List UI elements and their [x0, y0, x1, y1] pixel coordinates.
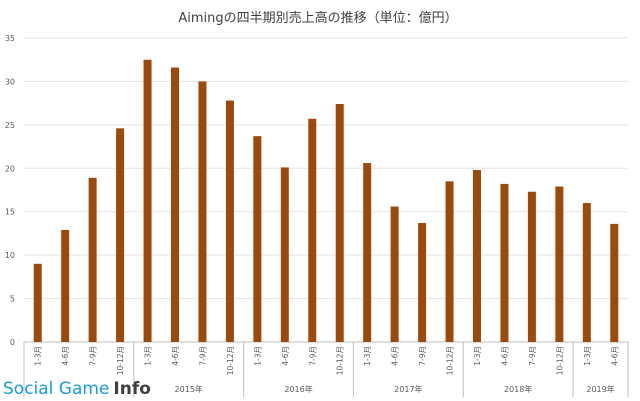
- year-group-label: 2016年: [284, 384, 312, 394]
- x-tick-label: 7-9月: [418, 346, 427, 366]
- x-tick-label: 1-3月: [363, 346, 372, 366]
- chart-title: Aimingの四半期別売上高の推移（単位：億円）: [178, 10, 457, 26]
- y-tick-label: 10: [5, 251, 15, 260]
- x-tick-label: 7-9月: [198, 346, 207, 366]
- x-tick-label: 4-6月: [61, 346, 70, 366]
- x-tick-label: 4-6月: [391, 346, 400, 366]
- x-tick-label: 1-3月: [583, 346, 592, 366]
- x-tick-label: 4-6月: [171, 346, 180, 366]
- x-tick-label: 1-3月: [34, 346, 43, 366]
- x-tick-label: 7-9月: [89, 346, 98, 366]
- bar: [253, 136, 262, 342]
- bar: [500, 183, 509, 342]
- bar: [610, 223, 619, 342]
- bar: [88, 177, 97, 342]
- x-tick-label: 7-9月: [528, 346, 537, 366]
- y-tick-label: 15: [5, 208, 15, 217]
- y-tick-label: 25: [5, 121, 15, 130]
- bar: [198, 81, 207, 342]
- bar: [555, 186, 564, 342]
- y-axis: 0 5 10 15 20 25 30 35: [5, 34, 15, 347]
- bar: [527, 191, 536, 342]
- bar: [418, 223, 427, 342]
- bar: [308, 118, 317, 342]
- bar: [116, 128, 125, 342]
- x-tick-label: 4-6月: [610, 346, 619, 366]
- y-tick-label: 30: [5, 77, 15, 86]
- bar: [363, 163, 372, 342]
- y-tick-label: 0: [10, 338, 15, 347]
- x-tick-label: 1-3月: [473, 346, 482, 366]
- x-tick-label: 1-3月: [144, 346, 153, 366]
- x-tick-label: 10-12月: [116, 346, 125, 375]
- bar: [143, 59, 152, 342]
- x-tick-label: 1-3月: [253, 346, 262, 366]
- x-tick-label: 10-12月: [555, 346, 564, 375]
- x-tick-label: 10-12月: [226, 346, 235, 375]
- year-group-label: 2017年: [394, 384, 422, 394]
- x-axis: 1-3月 4-6月 7-9月 10-12月 1-3月 4-6月 7-9月 10-12月 1-3月…: [23, 342, 629, 397]
- y-tick-label: 5: [10, 295, 15, 304]
- watermark-social-game: Social Game: [3, 379, 109, 399]
- gridlines: [24, 37, 628, 343]
- y-tick-label: 20: [5, 164, 15, 173]
- watermark-info: Info: [113, 379, 151, 399]
- x-tick-label: 7-9月: [308, 346, 317, 366]
- x-tick-label: 4-6月: [281, 346, 290, 366]
- bar: [225, 100, 234, 342]
- bar: [33, 263, 42, 342]
- bar: [280, 167, 289, 342]
- year-group-label: 2018年: [504, 384, 532, 394]
- bar: [61, 229, 70, 342]
- year-group-label: 2019年: [586, 384, 614, 394]
- y-tick-label: 35: [5, 34, 15, 43]
- bar: [390, 206, 399, 342]
- bar: [335, 104, 344, 342]
- bar: [582, 203, 591, 342]
- bar: [171, 67, 179, 342]
- bars: [33, 59, 619, 342]
- x-tick-label: 10-12月: [336, 346, 345, 375]
- x-tick-label: 10-12月: [446, 346, 455, 375]
- watermark-logo: Social Game Info: [3, 379, 151, 399]
- bar: [445, 181, 454, 342]
- bar: [473, 170, 481, 342]
- year-group-label: 2015年: [175, 384, 203, 394]
- x-tick-label: 4-6月: [500, 346, 509, 366]
